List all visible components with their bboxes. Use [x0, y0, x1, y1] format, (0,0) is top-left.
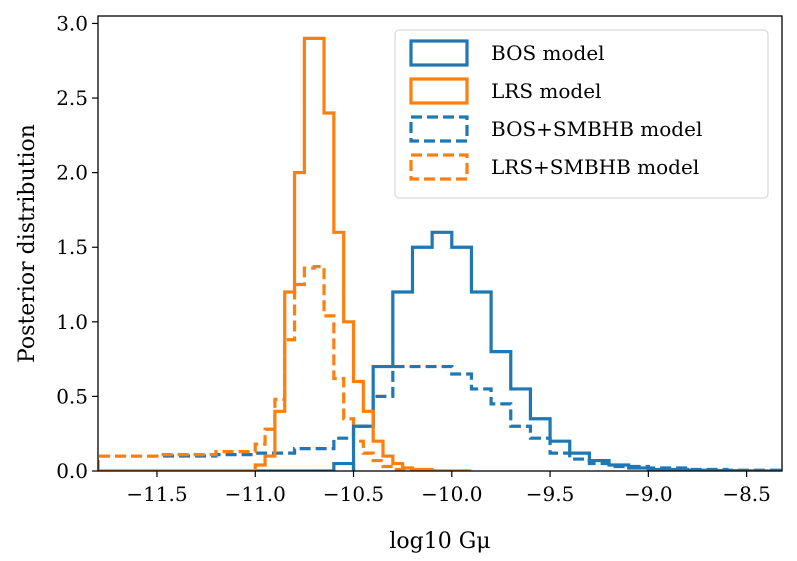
y-tick-label: 0.5	[56, 384, 88, 408]
series-lrs-smbhb-model	[98, 265, 472, 471]
legend-swatch	[409, 153, 469, 181]
legend-swatch	[409, 115, 469, 143]
legend-swatch	[409, 77, 469, 105]
axis-ticks: −11.5 −11.0 −10.5 −10.0 −9.5 −9.0 −8.5 0.0 0.5 1.…	[56, 11, 771, 506]
y-tick-label: 1.0	[56, 310, 88, 334]
series-lrs-model	[98, 36, 472, 471]
x-tick-label: −8.5	[722, 482, 771, 506]
axes-frame	[97, 15, 783, 472]
legend-label: LRS+SMBHB model	[491, 155, 699, 179]
series-bos-model-tail	[98, 461, 356, 471]
x-tick-label: −10.0	[421, 482, 482, 506]
x-axis-label: log10 Gμ	[389, 529, 490, 554]
y-tick-label: 0.0	[56, 459, 88, 483]
legend-label: LRS model	[491, 79, 601, 103]
legend-label: BOS+SMBHB model	[491, 117, 702, 141]
y-tick-label: 2.0	[56, 161, 88, 185]
y-tick-label: 1.5	[56, 235, 88, 259]
x-tick-label: −11.0	[225, 482, 286, 506]
legend-swatch	[409, 39, 469, 67]
legend-label: BOS model	[491, 41, 605, 65]
x-tick-label: −11.5	[126, 482, 187, 506]
legend: BOS model LRS model BOS+SMBHB model LRS+SMB…	[394, 29, 769, 199]
x-tick-label: −10.5	[323, 482, 384, 506]
y-axis-label: Posterior distribution	[15, 124, 40, 363]
series-bos-model	[351, 230, 782, 471]
legend-box	[394, 29, 769, 199]
x-tick-label: −9.5	[526, 482, 575, 506]
x-tick-label: −9.0	[624, 482, 673, 506]
y-tick-label: 2.5	[56, 86, 88, 110]
y-tick-label: 3.0	[56, 11, 88, 35]
